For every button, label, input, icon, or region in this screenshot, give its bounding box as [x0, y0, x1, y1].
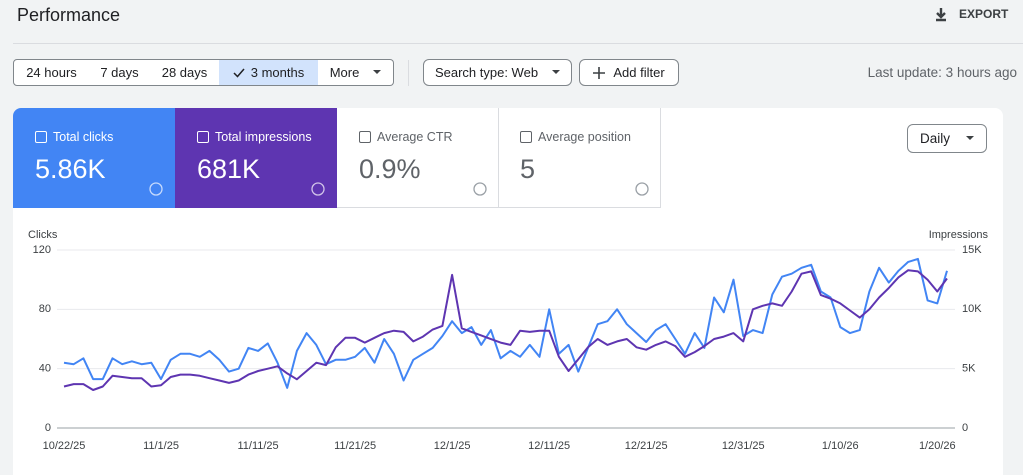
metric-value: 5: [520, 154, 536, 184]
caret: [373, 70, 382, 74]
checkbox: [520, 131, 532, 143]
download-icon: [936, 8, 946, 22]
metric-card[interactable]: Total impressions 681K: [175, 108, 337, 208]
divider: [13, 43, 1023, 44]
checkbox-checked: [197, 131, 209, 143]
range-chip-selected[interactable]: 3 months: [219, 59, 319, 86]
x-tick-label: 10/22/25: [43, 440, 86, 452]
x-tick-label: 11/11/25: [237, 440, 278, 452]
more-dropdown[interactable]: More: [318, 59, 394, 86]
search-type-label: Search type: Web: [434, 65, 539, 80]
y-axis-label: Clicks: [28, 229, 58, 241]
y2-tick-label: 15K: [962, 244, 982, 256]
metric-label: Average position: [538, 130, 631, 144]
series-line: [63, 269, 948, 391]
metric-label: Total clicks: [53, 130, 114, 144]
y2-tick-label: 0: [962, 422, 968, 434]
x-tick-label: 1/20/26: [919, 440, 956, 452]
plus-icon: [593, 66, 606, 79]
metric-value: 5.86K: [35, 154, 106, 184]
export-button[interactable]: EXPORT: [933, 6, 1008, 22]
metric-card[interactable]: Average CTR 0.9%: [337, 108, 499, 208]
help-icons: [149, 182, 649, 196]
metric-card[interactable]: Average position 5: [498, 108, 661, 208]
add-filter-button[interactable]: Add filter: [579, 59, 679, 86]
x-tick-label: 12/1/25: [434, 440, 471, 452]
series-line: [63, 257, 948, 389]
checkbox-checked: [35, 131, 47, 143]
metric-label: Average CTR: [377, 130, 453, 144]
check-icon: [233, 68, 245, 78]
separator: [408, 60, 409, 86]
y-tick-label: 40: [39, 363, 51, 375]
x-tick-label: 1/10/26: [822, 440, 859, 452]
granularity-label: Daily: [919, 131, 950, 146]
x-tick-label: 12/21/25: [625, 440, 668, 452]
caret: [552, 70, 561, 74]
y-tick-label: 0: [45, 422, 51, 434]
range-label: 3 months: [250, 65, 305, 80]
y-tick-label: 80: [39, 303, 51, 315]
y2-tick-label: 10K: [962, 303, 982, 315]
y2-axis-label: Impressions: [929, 229, 989, 241]
export-label: EXPORT: [959, 7, 1009, 21]
search-type-filter[interactable]: Search type: Web: [423, 59, 572, 86]
y2-tick-label: 5K: [962, 363, 976, 375]
x-tick-label: 12/31/25: [722, 440, 765, 452]
more-label: More: [329, 65, 360, 80]
metric-label: Total impressions: [215, 130, 312, 144]
x-tick-label: 11/1/25: [143, 440, 179, 452]
caret: [966, 136, 974, 140]
x-tick-label: 12/11/25: [528, 440, 570, 452]
checkbox: [359, 131, 371, 143]
last-update: Last update: 3 hours ago: [867, 65, 1017, 80]
add-filter-label: Add filter: [613, 65, 665, 80]
metric-value: 681K: [197, 154, 261, 184]
y-tick-label: 120: [33, 244, 51, 256]
granularity-dropdown[interactable]: Daily: [907, 124, 987, 153]
page-title: Performance: [17, 5, 121, 25]
range-chip[interactable]: 7 days: [89, 59, 151, 86]
x-tick-label: 11/21/25: [334, 440, 376, 452]
metric-card[interactable]: Total clicks 5.86K: [13, 108, 175, 208]
metric-value: 0.9%: [359, 154, 421, 184]
